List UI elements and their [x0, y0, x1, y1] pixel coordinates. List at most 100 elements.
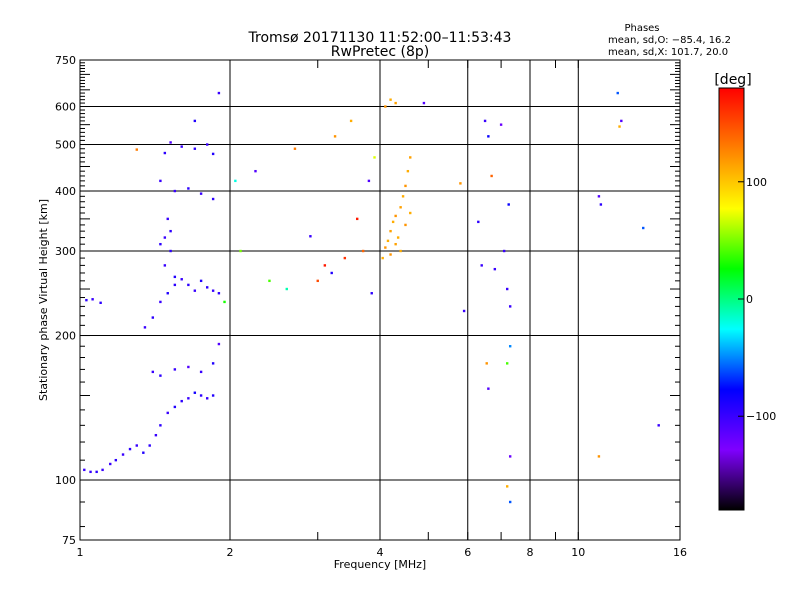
data-point [485, 362, 488, 365]
data-point [394, 214, 397, 218]
data-point [148, 444, 151, 447]
data-point [323, 264, 327, 267]
data-point [404, 184, 407, 188]
data-point [199, 394, 203, 397]
data-point [142, 451, 145, 454]
data-point [508, 500, 512, 504]
stats-x-mode: mean, sd,X: 101.7, 20.0 [608, 47, 728, 58]
data-point [349, 119, 353, 123]
data-point [159, 374, 162, 377]
data-point [95, 470, 98, 474]
data-point [620, 119, 623, 123]
data-point [166, 217, 169, 221]
stats-heading: Phases [624, 23, 659, 34]
data-point [508, 455, 512, 458]
data-point [211, 394, 215, 397]
data-point [370, 292, 373, 295]
data-point [187, 397, 190, 400]
data-point [217, 292, 221, 295]
data-point [316, 279, 319, 283]
grid-lines [80, 60, 680, 540]
data-point [199, 370, 203, 374]
data-point [399, 206, 402, 209]
chart-subtitle: RwPretec (8p) [331, 44, 429, 60]
y-tick-label: 750 [55, 54, 76, 67]
data-point [193, 391, 197, 394]
data-point [223, 300, 226, 304]
data-point [193, 147, 197, 150]
y-tick-label: 75 [62, 534, 76, 547]
data-point [404, 223, 407, 227]
data-point [386, 239, 390, 243]
data-point [508, 345, 512, 348]
stats-o-mode: mean, sd,O: −85.4, 16.2 [608, 35, 731, 46]
x-tick-label: 4 [377, 546, 384, 559]
data-point [173, 189, 177, 193]
data-point [505, 362, 509, 365]
x-axis-label: Frequency [MHz] [334, 558, 426, 571]
data-point [409, 211, 412, 215]
data-point [234, 179, 237, 183]
data-point [373, 156, 376, 159]
y-tick-label: 600 [55, 101, 76, 114]
data-point [163, 264, 167, 267]
data-point [173, 275, 177, 279]
data-point [180, 399, 183, 403]
data-point [211, 197, 215, 201]
data-point [391, 220, 395, 224]
data-point [211, 362, 215, 365]
data-point [199, 279, 203, 283]
data-point [99, 301, 102, 305]
data-point [193, 289, 197, 292]
data-point [616, 91, 619, 95]
data-point [268, 279, 271, 283]
data-point [367, 179, 371, 183]
data-point [384, 105, 387, 108]
data-point [187, 283, 190, 287]
data-point [330, 271, 333, 275]
data-point [169, 249, 172, 253]
x-tick-label: 6 [464, 546, 471, 559]
data-point [205, 397, 209, 400]
data-point [389, 253, 392, 256]
data-point [169, 141, 172, 144]
data-point [217, 342, 221, 346]
x-tick-label: 2 [227, 546, 234, 559]
data-point [173, 405, 177, 409]
data-point [109, 462, 112, 466]
y-tick-label: 500 [55, 139, 76, 152]
data-point [163, 236, 167, 239]
data-point [101, 468, 104, 472]
data-point [462, 309, 466, 313]
data-point [199, 192, 203, 195]
colorbar-tick-label: 0 [746, 293, 753, 306]
data-point [389, 98, 392, 101]
data-point [211, 152, 215, 156]
data-point [480, 264, 483, 267]
data-point [333, 135, 337, 138]
data-point [159, 424, 162, 427]
data-point [406, 169, 410, 173]
data-point [173, 368, 177, 371]
data-point [381, 256, 384, 260]
data-point [187, 187, 190, 190]
data-point [166, 411, 169, 415]
data-point [309, 235, 312, 238]
data-point [618, 125, 621, 128]
chart-title: Tromsø 20171130 11:52:00–11:53:43 [248, 30, 512, 46]
data-point [121, 453, 125, 456]
data-point [239, 249, 242, 253]
data-point [599, 203, 603, 206]
data-point [159, 179, 162, 183]
data-point [401, 195, 405, 198]
data-point [128, 447, 132, 451]
data-points [83, 91, 660, 504]
data-point [487, 135, 490, 138]
data-point [193, 119, 197, 123]
data-point [657, 424, 660, 427]
data-point [254, 169, 257, 173]
data-point [151, 316, 155, 319]
data-point [173, 283, 177, 287]
x-axis-ticks: 1 2 4 6 8 10 16 [77, 60, 687, 559]
colorbar-tick-label: −100 [746, 410, 776, 423]
